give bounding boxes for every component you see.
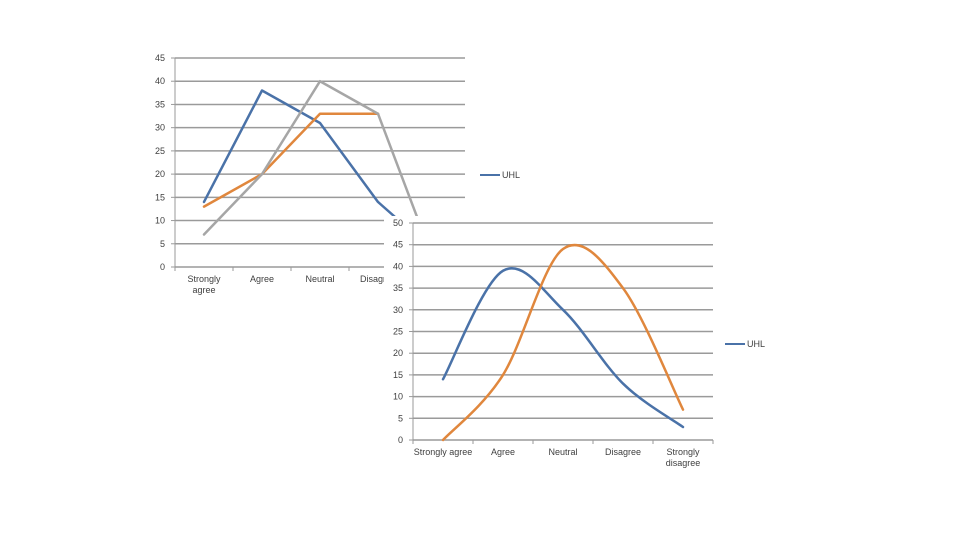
y-tick-label: 0 (160, 262, 165, 272)
y-tick-label: 5 (398, 413, 403, 423)
x-tick-label: Neutral (305, 274, 334, 284)
y-tick-label: 10 (393, 392, 403, 402)
x-tick-label: disagree (666, 458, 701, 468)
y-tick-label: 0 (398, 435, 403, 445)
x-tick-label: Strongly (666, 447, 700, 457)
y-tick-label: 25 (155, 146, 165, 156)
y-tick-label: 10 (155, 216, 165, 226)
y-tick-label: 45 (393, 240, 403, 250)
y-tick-label: 15 (155, 192, 165, 202)
y-tick-label: 30 (155, 123, 165, 133)
x-tick-label: Strongly agree (414, 447, 473, 457)
y-tick-label: 30 (393, 305, 403, 315)
x-tick-label: Disagree (360, 274, 396, 284)
x-tick-label: Strongly (187, 274, 221, 284)
y-tick-label: 25 (393, 327, 403, 337)
series-line-2 (202, 112, 380, 208)
y-tick-label: 20 (393, 348, 403, 358)
y-tick-label: 15 (393, 370, 403, 380)
y-tick-label: 5 (160, 239, 165, 249)
series-line-3 (202, 79, 438, 269)
line-chart-2: 0 5 10 15 20 25 30 35 40 45 50 Strongly agree Agree N… (384, 216, 765, 472)
y-tick-label: 20 (155, 169, 165, 179)
series-line-1 (441, 267, 685, 429)
x-tick-label: Agree (250, 274, 274, 284)
y-tick-label: 35 (155, 99, 165, 109)
y-tick-label: 45 (155, 53, 165, 63)
y-tick-label: 40 (393, 261, 403, 271)
y-tick-label: 35 (393, 283, 403, 293)
x-tick-label: agree (192, 285, 215, 295)
legend-label: UHL (747, 339, 765, 349)
legend-label: UHL (502, 170, 520, 180)
y-tick-label: 50 (393, 218, 403, 228)
x-tick-label: Neutral (548, 447, 577, 457)
x-tick-label: Disagree (605, 447, 641, 457)
x-tick-label: Agree (491, 447, 515, 457)
chart-background (384, 216, 720, 472)
series-line-2 (441, 243, 685, 442)
y-tick-label: 40 (155, 76, 165, 86)
